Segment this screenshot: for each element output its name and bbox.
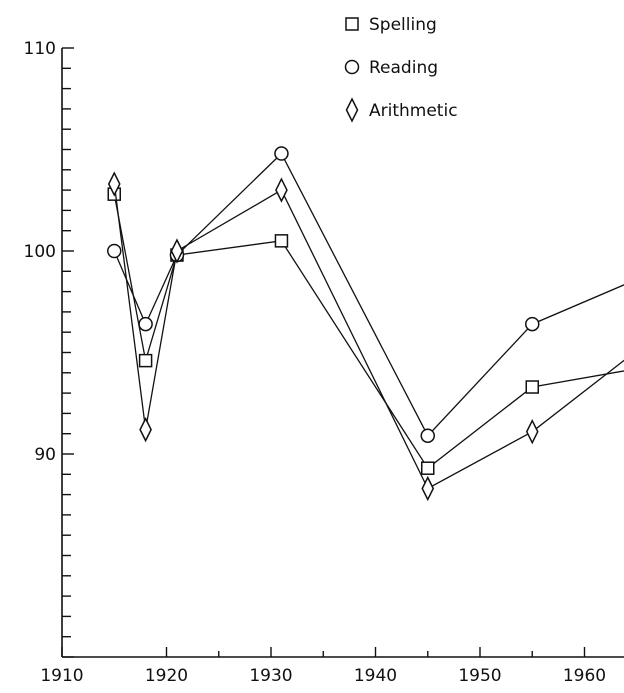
arithmetic-line (113, 183, 624, 490)
legend-spelling-point (345, 17, 359, 31)
x-tick-label: 1930 (249, 666, 292, 686)
arithmetic-point (275, 177, 288, 203)
y-tick-label: 100 (24, 242, 56, 262)
legend-label-spelling: Spelling (369, 15, 437, 35)
arithmetic-point (107, 171, 121, 197)
reading-point (138, 316, 153, 332)
x-tick-label: 1920 (145, 666, 188, 686)
arithmetic-point (525, 418, 539, 445)
y-tick-label: 90 (34, 445, 56, 465)
legend-label-arithmetic: Arithmetic (369, 101, 458, 121)
spelling-point (138, 353, 153, 368)
spelling-point (274, 234, 289, 248)
reading-line (113, 152, 624, 437)
spelling-point (525, 380, 539, 394)
x-tick-label: 1950 (458, 666, 501, 686)
legend-reading-point (344, 59, 360, 75)
reading-point (420, 428, 435, 443)
arithmetic-point (421, 475, 435, 502)
y-tick-label: 110 (24, 39, 56, 59)
legend: Spelling Reading Arithmetic (344, 15, 458, 123)
arithmetic-point (170, 238, 184, 264)
legend-label-reading: Reading (369, 58, 438, 78)
x-tick-label: 1960 (563, 666, 606, 686)
axes: 110 100 90 1910 1920 1930 1940 1950 1960 (24, 39, 624, 686)
x-tick-label: 1940 (354, 666, 397, 686)
series-layer (107, 146, 624, 502)
reading-point (274, 146, 289, 161)
legend-arithmetic-point (345, 97, 359, 123)
reading-point (525, 316, 540, 332)
reading-series (107, 146, 624, 443)
spelling-series (107, 187, 624, 475)
spelling-line (113, 194, 624, 470)
spelling-point (421, 461, 435, 475)
reading-point (107, 243, 122, 259)
arithmetic-point (139, 416, 152, 443)
x-tick-label: 1910 (40, 666, 83, 686)
arithmetic-series (107, 171, 624, 502)
